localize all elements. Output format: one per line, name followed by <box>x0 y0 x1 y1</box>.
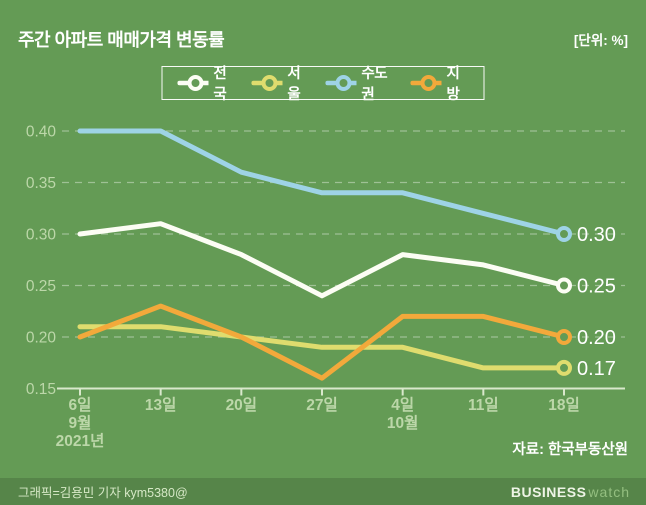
end-marker-nationwide <box>556 277 572 294</box>
end-value-label-jibang: 0.20 <box>577 327 616 349</box>
legend-marker-icon <box>251 75 283 91</box>
legend-marker-icon <box>177 75 209 91</box>
y-tick-label: 0.20 <box>26 330 57 347</box>
x-tick-label: 11일 <box>468 396 499 414</box>
x-tick-label: 27일 <box>306 396 338 414</box>
series-line-nationwide <box>77 221 567 299</box>
legend-label: 서울 <box>287 66 301 103</box>
end-value-label-sudogwon: 0.30 <box>577 224 616 246</box>
unit-label: [단위: %] <box>573 33 628 48</box>
x-sub-label: 9월 <box>69 414 92 432</box>
series-line-seoul <box>77 324 567 371</box>
chart-title: 주간 아파트 매매가격 변동률 <box>18 30 225 50</box>
end-value-label-nationwide: 0.25 <box>577 276 616 298</box>
x-tick-label: 18일 <box>548 396 580 414</box>
source-label: 자료: 한국부동산원 <box>512 442 628 458</box>
series-line-sudogwon <box>77 128 567 237</box>
series-line-jibang <box>77 303 567 381</box>
x-tick-label: 4일 <box>391 396 414 414</box>
x-sub-label: 2021년 <box>56 431 105 450</box>
x-tick-label: 20일 <box>226 396 258 414</box>
legend-item-jibang: 지방 <box>410 62 469 104</box>
end-marker-seoul <box>556 359 572 376</box>
credit-label: 그래픽=김용민 기자 kym5380@ <box>18 486 188 500</box>
legend: 전국 서울 수도권 지방 <box>161 66 485 103</box>
brand-watch: watch <box>588 483 630 500</box>
end-value-label-seoul: 0.17 <box>577 358 616 380</box>
legend-label: 수도권 <box>361 66 388 103</box>
legend-item-sudogwon: 수도권 <box>325 62 394 104</box>
line-chart: 0.40 0.35 0.30 0.25 0.20 0.15 6일 13일 20일 27일 4일 11일… <box>26 124 625 450</box>
y-tick-label: 0.15 <box>26 381 56 398</box>
y-tick-label: 0.40 <box>26 124 57 141</box>
legend-item-seoul: 서울 <box>251 62 309 104</box>
y-tick-label: 0.30 <box>26 227 57 244</box>
legend-label: 지방 <box>446 66 460 103</box>
end-marker-jibang <box>556 329 572 345</box>
legend-label: 전국 <box>213 66 227 103</box>
brand-business: BUSINESS <box>510 483 587 500</box>
businesswatch-logo: BUSINESS watch <box>511 484 630 500</box>
legend-marker-icon <box>325 75 357 91</box>
footer-bar: 그래픽=김용민 기자 kym5380@ BUSINESS watch <box>0 478 646 505</box>
legend-marker-icon <box>410 75 442 91</box>
legend-item-nationwide: 전국 <box>177 62 236 104</box>
x-tick-label: 6일 <box>69 396 92 414</box>
x-sub-label: 10월 <box>387 414 419 432</box>
end-marker-sudogwon <box>556 226 572 242</box>
x-tick-label: 13일 <box>145 396 177 414</box>
y-tick-label: 0.35 <box>26 175 56 192</box>
y-tick-label: 0.25 <box>26 278 56 295</box>
